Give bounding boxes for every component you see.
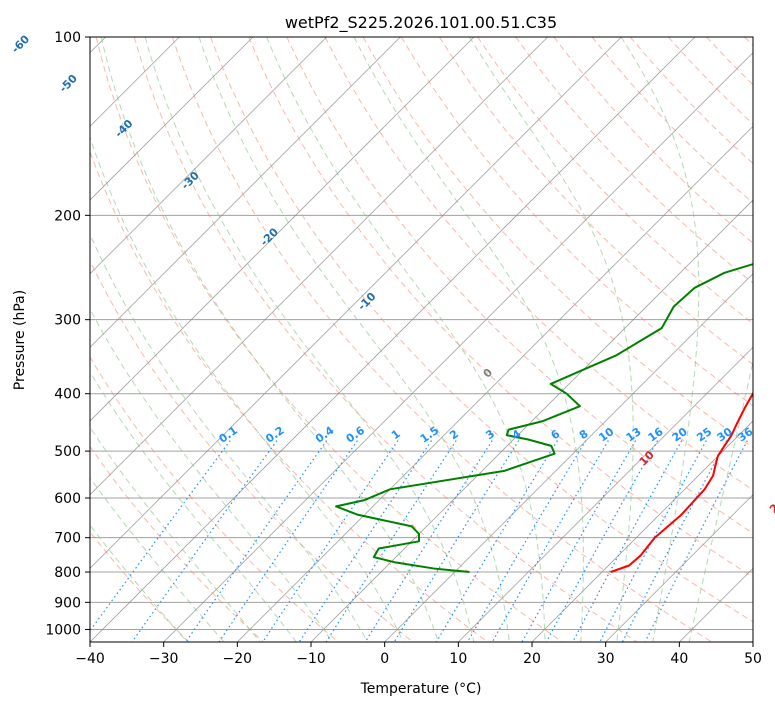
dry-adiabat-line xyxy=(90,150,488,642)
dry-adiabat-line xyxy=(477,37,753,325)
y-tick-label: 100 xyxy=(54,30,81,46)
isotherm-line xyxy=(384,273,753,642)
isotherm-line xyxy=(90,37,475,422)
mixing-ratio-line xyxy=(298,440,432,642)
moist-adiabat-line xyxy=(90,308,333,642)
dry-adiabat-label: 20 xyxy=(767,496,775,516)
dewpoint-profile xyxy=(335,263,753,573)
dry-adiabat-line xyxy=(248,37,753,578)
mixing-ratio-line xyxy=(621,440,728,642)
x-tick-label: −20 xyxy=(223,651,253,667)
mixing-ratio-line xyxy=(521,440,637,642)
dry-adiabat-line xyxy=(210,37,753,623)
dry-adiabat-line xyxy=(133,37,638,642)
dry-adiabat-line xyxy=(286,37,753,534)
y-tick-label: 800 xyxy=(54,565,81,581)
isotherm-line xyxy=(90,37,401,348)
x-tick-label: 30 xyxy=(597,651,615,667)
isotherm-line xyxy=(163,52,753,642)
x-tick-label: 40 xyxy=(670,651,688,667)
moist-adiabat-line xyxy=(90,370,297,642)
moist-adiabat-line xyxy=(198,37,510,642)
y-tick-label: 200 xyxy=(54,208,81,224)
mixing-ratio-line xyxy=(364,440,493,642)
dry-adiabat-line xyxy=(90,356,339,642)
plot-area xyxy=(90,37,753,642)
isotherm-line xyxy=(90,37,254,201)
moist-adiabat-line xyxy=(90,135,404,642)
moist-adiabat-line xyxy=(90,524,188,642)
y-tick-label: 1000 xyxy=(45,622,81,638)
moist-adiabat-line xyxy=(266,37,546,642)
mixing-ratio-line xyxy=(466,440,587,642)
dry-adiabat-line xyxy=(324,37,753,491)
y-axis-title: Pressure (hPa) xyxy=(12,290,28,390)
isotherm-line xyxy=(90,37,548,496)
dry-adiabat-line xyxy=(95,37,563,642)
dry-adiabat-line xyxy=(171,37,712,642)
y-tick-label: 400 xyxy=(54,387,81,403)
moist-adiabat-line xyxy=(90,476,225,642)
axes: −40 −30 −20 −10 0 10 20 30 40 50 100 200 300 400 500 60… xyxy=(45,30,762,667)
x-tick-label: 20 xyxy=(523,651,541,667)
x-tick-label: −40 xyxy=(75,651,105,667)
mixing-ratio-line xyxy=(185,440,328,642)
mixing-ratio-line xyxy=(435,440,558,642)
x-tick-label: 0 xyxy=(380,651,389,667)
isotherm-line xyxy=(90,37,696,642)
y-tick-label: 600 xyxy=(54,491,81,507)
y-tick-label: 500 xyxy=(54,444,81,460)
isotherm-line xyxy=(458,346,753,642)
moist-adiabat-line xyxy=(90,232,369,642)
x-tick-label: 10 xyxy=(449,651,467,667)
x-tick-label: 50 xyxy=(744,651,762,667)
moist-adiabat-line xyxy=(688,358,753,642)
y-tick-label: 700 xyxy=(54,531,81,547)
x-tick-label: −10 xyxy=(296,651,326,667)
isotherm-line xyxy=(90,37,622,569)
isotherm-line xyxy=(90,37,327,275)
isotherm-line xyxy=(531,420,753,642)
isotherm-line xyxy=(605,494,753,642)
mixing-ratio-line xyxy=(644,440,748,642)
y-tick-label: 900 xyxy=(54,595,81,611)
mixing-ratio-line xyxy=(90,440,231,632)
dry-adiabat-line xyxy=(438,37,753,366)
temperature-profile xyxy=(610,391,753,573)
y-tick-label: 300 xyxy=(54,313,81,329)
dry-adiabat-line xyxy=(90,259,414,642)
moist-adiabat-line xyxy=(90,426,261,642)
dry-adiabat-line xyxy=(90,445,264,642)
isotherm-line xyxy=(237,125,753,642)
moist-adiabat-line xyxy=(620,37,700,642)
moist-adiabat-line xyxy=(144,37,475,642)
mixing-ratio-line xyxy=(599,440,707,642)
x-axis-title: Temperature (°C) xyxy=(360,681,482,697)
chart-title: wetPf2_S225.2026.101.00.51.C35 xyxy=(285,13,557,33)
mixing-ratio-line xyxy=(393,440,520,642)
mixing-ratio-line xyxy=(262,440,399,642)
x-tick-label: −30 xyxy=(149,651,179,667)
moist-adiabat-line xyxy=(100,37,439,642)
plot-frame xyxy=(89,36,754,643)
